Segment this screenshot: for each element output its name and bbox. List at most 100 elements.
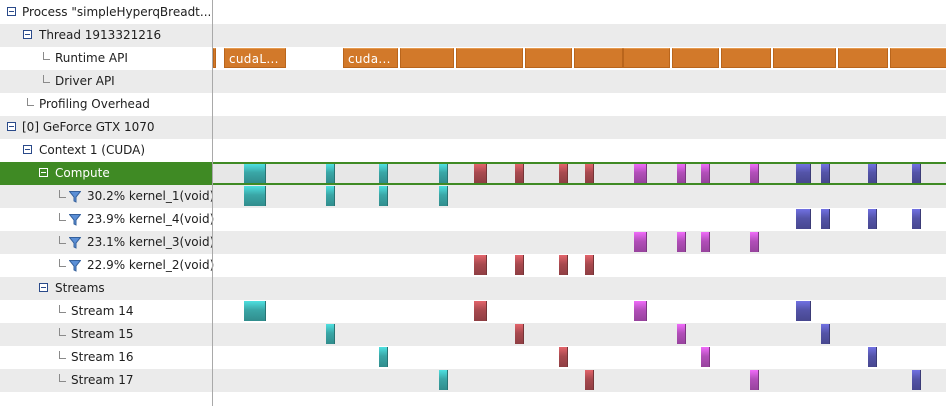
kernel-launch[interactable] (515, 255, 524, 275)
kernel-launch[interactable] (912, 164, 921, 183)
runtime-api-call[interactable] (773, 48, 836, 68)
collapse-icon[interactable] (7, 122, 16, 131)
collapse-icon[interactable] (23, 30, 32, 39)
kernel-launch[interactable] (515, 324, 524, 344)
timeline-row-device (213, 116, 946, 139)
compute-label: Compute (55, 166, 110, 180)
kernel-launch[interactable] (677, 324, 686, 344)
kernel-launch[interactable] (439, 186, 448, 206)
kernel-launch[interactable] (474, 255, 487, 275)
collapse-icon[interactable] (7, 7, 16, 16)
timeline-row-kernel (213, 208, 946, 231)
kernel-launch[interactable] (750, 370, 759, 390)
kernel-launch[interactable] (326, 186, 335, 206)
tree-row-stream[interactable]: Stream 16 (0, 346, 212, 369)
tree-row-stream[interactable]: Stream 15 (0, 323, 212, 346)
tree-row-stream[interactable]: Stream 14 (0, 300, 212, 323)
timeline-row-process (213, 1, 946, 24)
kernel-launch[interactable] (750, 232, 759, 252)
tree-row-stream[interactable]: Stream 17 (0, 369, 212, 392)
runtime-api-call[interactable] (400, 48, 454, 68)
runtime-api-call[interactable]: cuda... (343, 48, 398, 68)
tree-elbow-icon (43, 52, 50, 60)
profiling-overhead-label: Profiling Overhead (39, 97, 150, 111)
kernel-launch[interactable] (634, 301, 647, 321)
kernel-launch[interactable] (701, 164, 710, 183)
collapse-icon[interactable] (39, 168, 48, 177)
runtime-api-call[interactable]: cudaL... (224, 48, 286, 68)
filter-icon (69, 237, 81, 249)
kernel-launch[interactable] (515, 164, 524, 183)
runtime-api-call-label: cuda... (348, 52, 391, 66)
kernel-launch[interactable] (379, 347, 388, 367)
kernel-launch[interactable] (821, 164, 830, 183)
timeline-row-driver-api (213, 70, 946, 93)
kernel-launch[interactable] (439, 370, 448, 390)
kernel-launch[interactable] (326, 324, 335, 344)
collapse-icon[interactable] (23, 145, 32, 154)
kernel-launch[interactable] (585, 370, 594, 390)
tree-row-context[interactable]: Context 1 (CUDA) (0, 139, 212, 162)
kernel-launch[interactable] (244, 164, 266, 183)
tree-row-kernel[interactable]: 22.9% kernel_2(void) (0, 254, 215, 277)
collapse-icon[interactable] (39, 283, 48, 292)
tree-row-profiling-overhead[interactable]: Profiling Overhead (0, 93, 212, 116)
kernel-launch[interactable] (379, 186, 388, 206)
kernel-launch[interactable] (585, 255, 594, 275)
kernel-launch[interactable] (677, 232, 686, 252)
tree-row-driver-api[interactable]: Driver API (0, 70, 212, 93)
kernel-launch[interactable] (559, 164, 568, 183)
runtime-api-call[interactable] (574, 48, 623, 68)
timeline-panel[interactable]: cudaL...cuda...cuda (213, 0, 946, 406)
runtime-api-call[interactable] (890, 48, 946, 68)
tree-row-process[interactable]: Process "simpleHyperqBreadt... (0, 1, 212, 24)
runtime-api-call[interactable] (672, 48, 719, 68)
tree-row-device[interactable]: [0] GeForce GTX 1070 (0, 116, 212, 139)
runtime-api-call[interactable] (838, 48, 888, 68)
kernel-launch[interactable] (634, 164, 647, 183)
kernel-launch[interactable] (244, 186, 266, 206)
tree-row-kernel[interactable]: 23.1% kernel_3(void) (0, 231, 214, 254)
kernel-launch[interactable] (677, 164, 686, 183)
kernel-launch[interactable] (796, 301, 811, 321)
timeline-row-stream (213, 346, 946, 369)
kernel-launch[interactable] (821, 209, 830, 229)
panel-splitter[interactable] (212, 0, 213, 406)
kernel-launch[interactable] (559, 255, 568, 275)
kernel-launch[interactable] (379, 164, 388, 183)
tree-row-streams[interactable]: Streams (0, 277, 212, 300)
kernel-launch[interactable] (912, 209, 921, 229)
kernel-launch[interactable] (585, 164, 594, 183)
kernel-launch[interactable] (912, 370, 921, 390)
kernel-launch[interactable] (750, 164, 759, 183)
tree-row-kernel[interactable]: 23.9% kernel_4(void) (0, 208, 214, 231)
kernel-launch[interactable] (244, 301, 266, 321)
kernel-launch[interactable] (796, 209, 811, 229)
tree-row-runtime-api[interactable]: Runtime API (0, 47, 212, 70)
runtime-api-call[interactable] (456, 48, 523, 68)
kernel-launch[interactable] (634, 232, 647, 252)
runtime-api-call[interactable] (213, 48, 216, 68)
kernel-launch[interactable] (868, 209, 877, 229)
timeline-row-context (213, 139, 946, 162)
tree-row-thread[interactable]: Thread 1913321216 (0, 24, 212, 47)
kernel-launch[interactable] (701, 232, 710, 252)
kernel-launch[interactable] (439, 164, 448, 183)
kernel-launch[interactable] (559, 347, 568, 367)
kernel-launch[interactable] (821, 324, 830, 344)
runtime-api-call[interactable] (623, 48, 670, 68)
tree-row-compute[interactable]: Compute (0, 162, 212, 185)
tree-elbow-icon (59, 305, 66, 313)
kernel-launch[interactable] (474, 301, 487, 321)
kernel-launch[interactable] (474, 164, 487, 183)
stream-label: Stream 15 (71, 327, 134, 341)
kernel-launch[interactable] (326, 164, 335, 183)
kernel-launch[interactable] (868, 347, 877, 367)
kernel-launch[interactable] (868, 164, 877, 183)
kernel-launch[interactable] (796, 164, 811, 183)
kernel-launch[interactable] (701, 347, 710, 367)
kernel-label: 22.9% kernel_2(void) (87, 258, 215, 272)
tree-row-kernel[interactable]: 30.2% kernel_1(void) (0, 185, 214, 208)
runtime-api-call[interactable] (525, 48, 572, 68)
runtime-api-call[interactable] (721, 48, 771, 68)
